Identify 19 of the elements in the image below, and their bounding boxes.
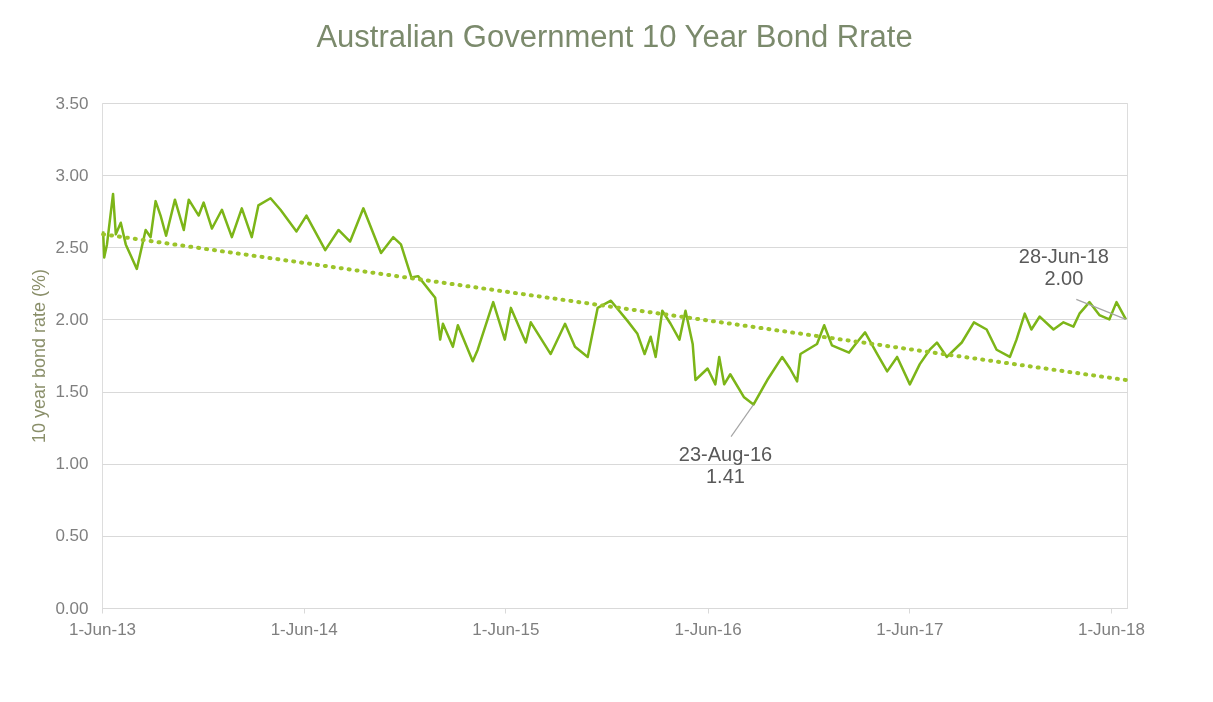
line-series bbox=[101, 192, 1128, 406]
x-tick-label: 1-Jun-18 bbox=[1077, 619, 1146, 639]
y-tick-label: 3.50 bbox=[55, 93, 89, 113]
y-tick-label: 2.50 bbox=[55, 237, 89, 257]
y-tick-label: 1.00 bbox=[55, 454, 89, 474]
y-tick-label: 2.00 bbox=[55, 309, 89, 329]
x-tick-label: 1-Jun-16 bbox=[674, 619, 742, 639]
x-tick-label: 1-Jun-15 bbox=[472, 619, 540, 639]
annotation: 23-Aug-16 1.41 bbox=[678, 442, 773, 487]
chart-title: Australian Government 10 Year Bond Rrate bbox=[316, 19, 913, 54]
y-tick-label: 0.00 bbox=[55, 598, 89, 618]
x-tick-label: 1-Jun-14 bbox=[270, 619, 338, 639]
x-tick-label: 1-Jun-13 bbox=[68, 619, 137, 639]
y-axis-title: 10 year bond rate (%) bbox=[29, 268, 50, 444]
y-tick-label: 0.50 bbox=[55, 526, 89, 546]
y-tick-label: 3.00 bbox=[55, 165, 89, 185]
y-tick-label: 1.50 bbox=[55, 382, 89, 402]
x-tick-label: 1-Jun-17 bbox=[876, 619, 944, 639]
annotation: 28-Jun-18 2.00 bbox=[1018, 245, 1109, 290]
